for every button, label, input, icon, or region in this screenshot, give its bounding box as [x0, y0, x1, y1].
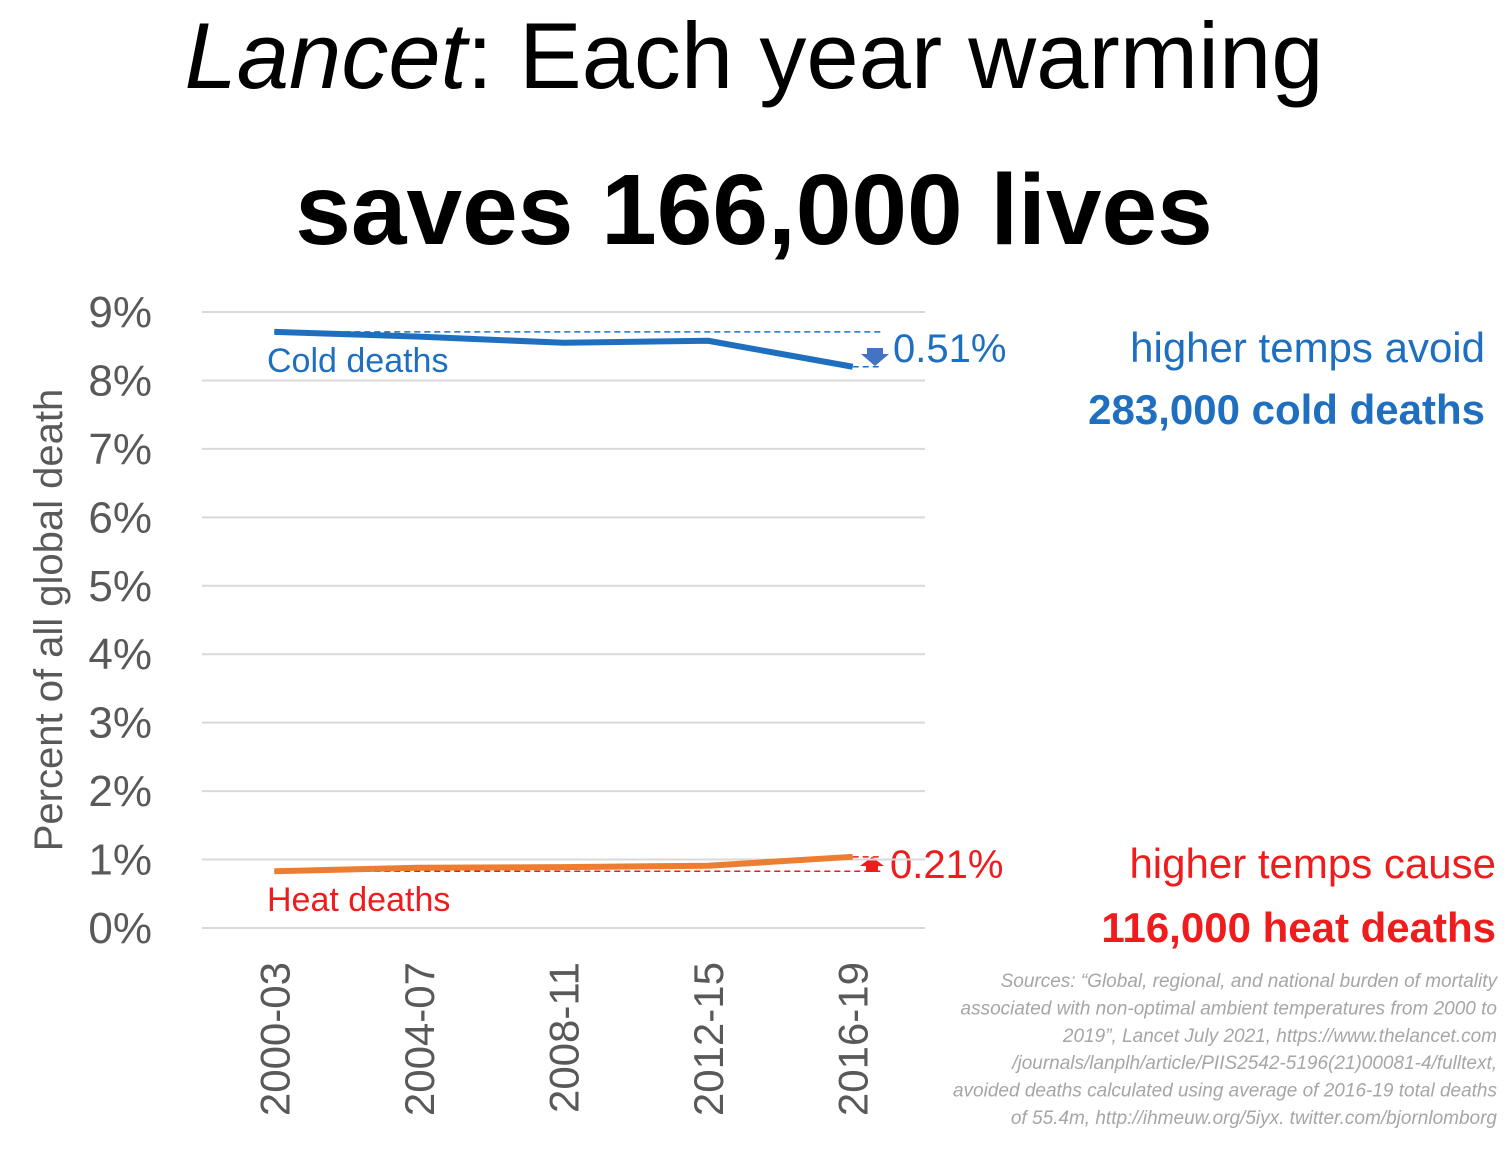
- y-tick-label: 2%: [88, 767, 152, 816]
- source-note: avoided deaths calculated using average …: [953, 1081, 1498, 1102]
- series-label: Heat deaths: [267, 881, 450, 919]
- source-note: of 55.4m, http://ihmeuw.org/5iyx. twitte…: [1011, 1108, 1498, 1129]
- x-tick-label: 2008-11: [541, 962, 588, 1113]
- y-tick-label: 3%: [88, 699, 152, 748]
- source-note: Sources: “Global, regional, and national…: [1001, 971, 1499, 992]
- y-tick-label: 4%: [88, 630, 152, 679]
- annotation: 283,000 cold deaths: [1088, 386, 1485, 433]
- annotation: 0.21%: [890, 843, 1003, 887]
- y-tick-label: 1%: [88, 836, 152, 885]
- title-rest: : Each year warming: [467, 3, 1324, 108]
- up-arrow: [860, 857, 884, 872]
- series-line: [274, 853, 853, 875]
- y-tick-label: 0%: [88, 904, 152, 953]
- annotation: higher temps avoid: [1130, 324, 1485, 371]
- y-tick-label: 9%: [88, 288, 152, 337]
- series-label: Cold deaths: [267, 342, 448, 380]
- x-tick-label: 2012-15: [685, 962, 732, 1116]
- down-arrow: [861, 348, 889, 366]
- annotation: 116,000 heat deaths: [1101, 904, 1496, 951]
- x-tick-label: 2000-03: [251, 962, 298, 1116]
- series-line: [274, 328, 854, 370]
- annotation: higher temps cause: [1129, 840, 1496, 887]
- y-tick-label: 5%: [88, 562, 152, 611]
- y-axis-label: Percent of all global death: [27, 389, 71, 852]
- source-note: 2019”, Lancet July 2021, https://www.the…: [1062, 1026, 1497, 1047]
- y-tick-label: 8%: [88, 356, 152, 405]
- y-tick-label: 7%: [88, 425, 152, 474]
- annotation: 0.51%: [893, 327, 1006, 371]
- x-tick-label: 2016-19: [830, 962, 877, 1116]
- chart-subtitle: saves 166,000 lives: [295, 154, 1213, 266]
- chart-title: Lancet: Each year warming: [184, 3, 1323, 108]
- source-note: associated with non-optimal ambient temp…: [961, 998, 1498, 1019]
- x-tick-label: 2004-07: [396, 962, 443, 1116]
- y-tick-label: 6%: [88, 493, 152, 542]
- source-note: /journals/lanplh/article/PIIS2542-5196(2…: [1010, 1053, 1497, 1074]
- title-italic: Lancet: [184, 3, 470, 108]
